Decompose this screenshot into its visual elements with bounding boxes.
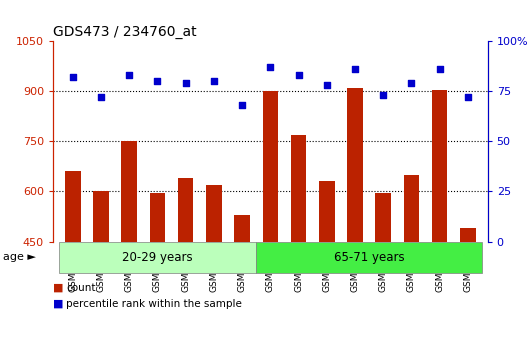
Text: percentile rank within the sample: percentile rank within the sample [66, 299, 242, 308]
Bar [149, 193, 165, 345]
Point [351, 67, 359, 72]
Point [68, 75, 77, 80]
Point [407, 81, 416, 86]
Point [210, 79, 218, 84]
Bar [432, 90, 447, 345]
Point [153, 79, 162, 84]
Bar [65, 171, 81, 345]
Bar [460, 228, 475, 345]
Point [125, 73, 134, 78]
Point [266, 65, 275, 70]
Bar [262, 91, 278, 345]
Point [322, 83, 331, 88]
Text: 20-29 years: 20-29 years [122, 250, 193, 264]
Point [238, 103, 246, 108]
Bar [178, 178, 193, 345]
Text: GDS473 / 234760_at: GDS473 / 234760_at [53, 25, 197, 39]
Bar [404, 175, 419, 345]
Point [181, 81, 190, 86]
Bar [375, 193, 391, 345]
Point [464, 95, 472, 100]
Point [435, 67, 444, 72]
Point [379, 93, 387, 98]
Text: count: count [66, 283, 96, 293]
Text: ■: ■ [53, 283, 64, 293]
Point [294, 73, 303, 78]
Text: age ►: age ► [3, 252, 36, 262]
Bar [319, 181, 334, 345]
Text: 65-71 years: 65-71 years [334, 250, 404, 264]
Bar [291, 135, 306, 345]
Bar [93, 191, 109, 345]
Point [97, 95, 105, 100]
Bar [121, 141, 137, 345]
Bar [347, 88, 363, 345]
Text: ■: ■ [53, 299, 64, 308]
Bar [234, 215, 250, 345]
Bar [206, 185, 222, 345]
